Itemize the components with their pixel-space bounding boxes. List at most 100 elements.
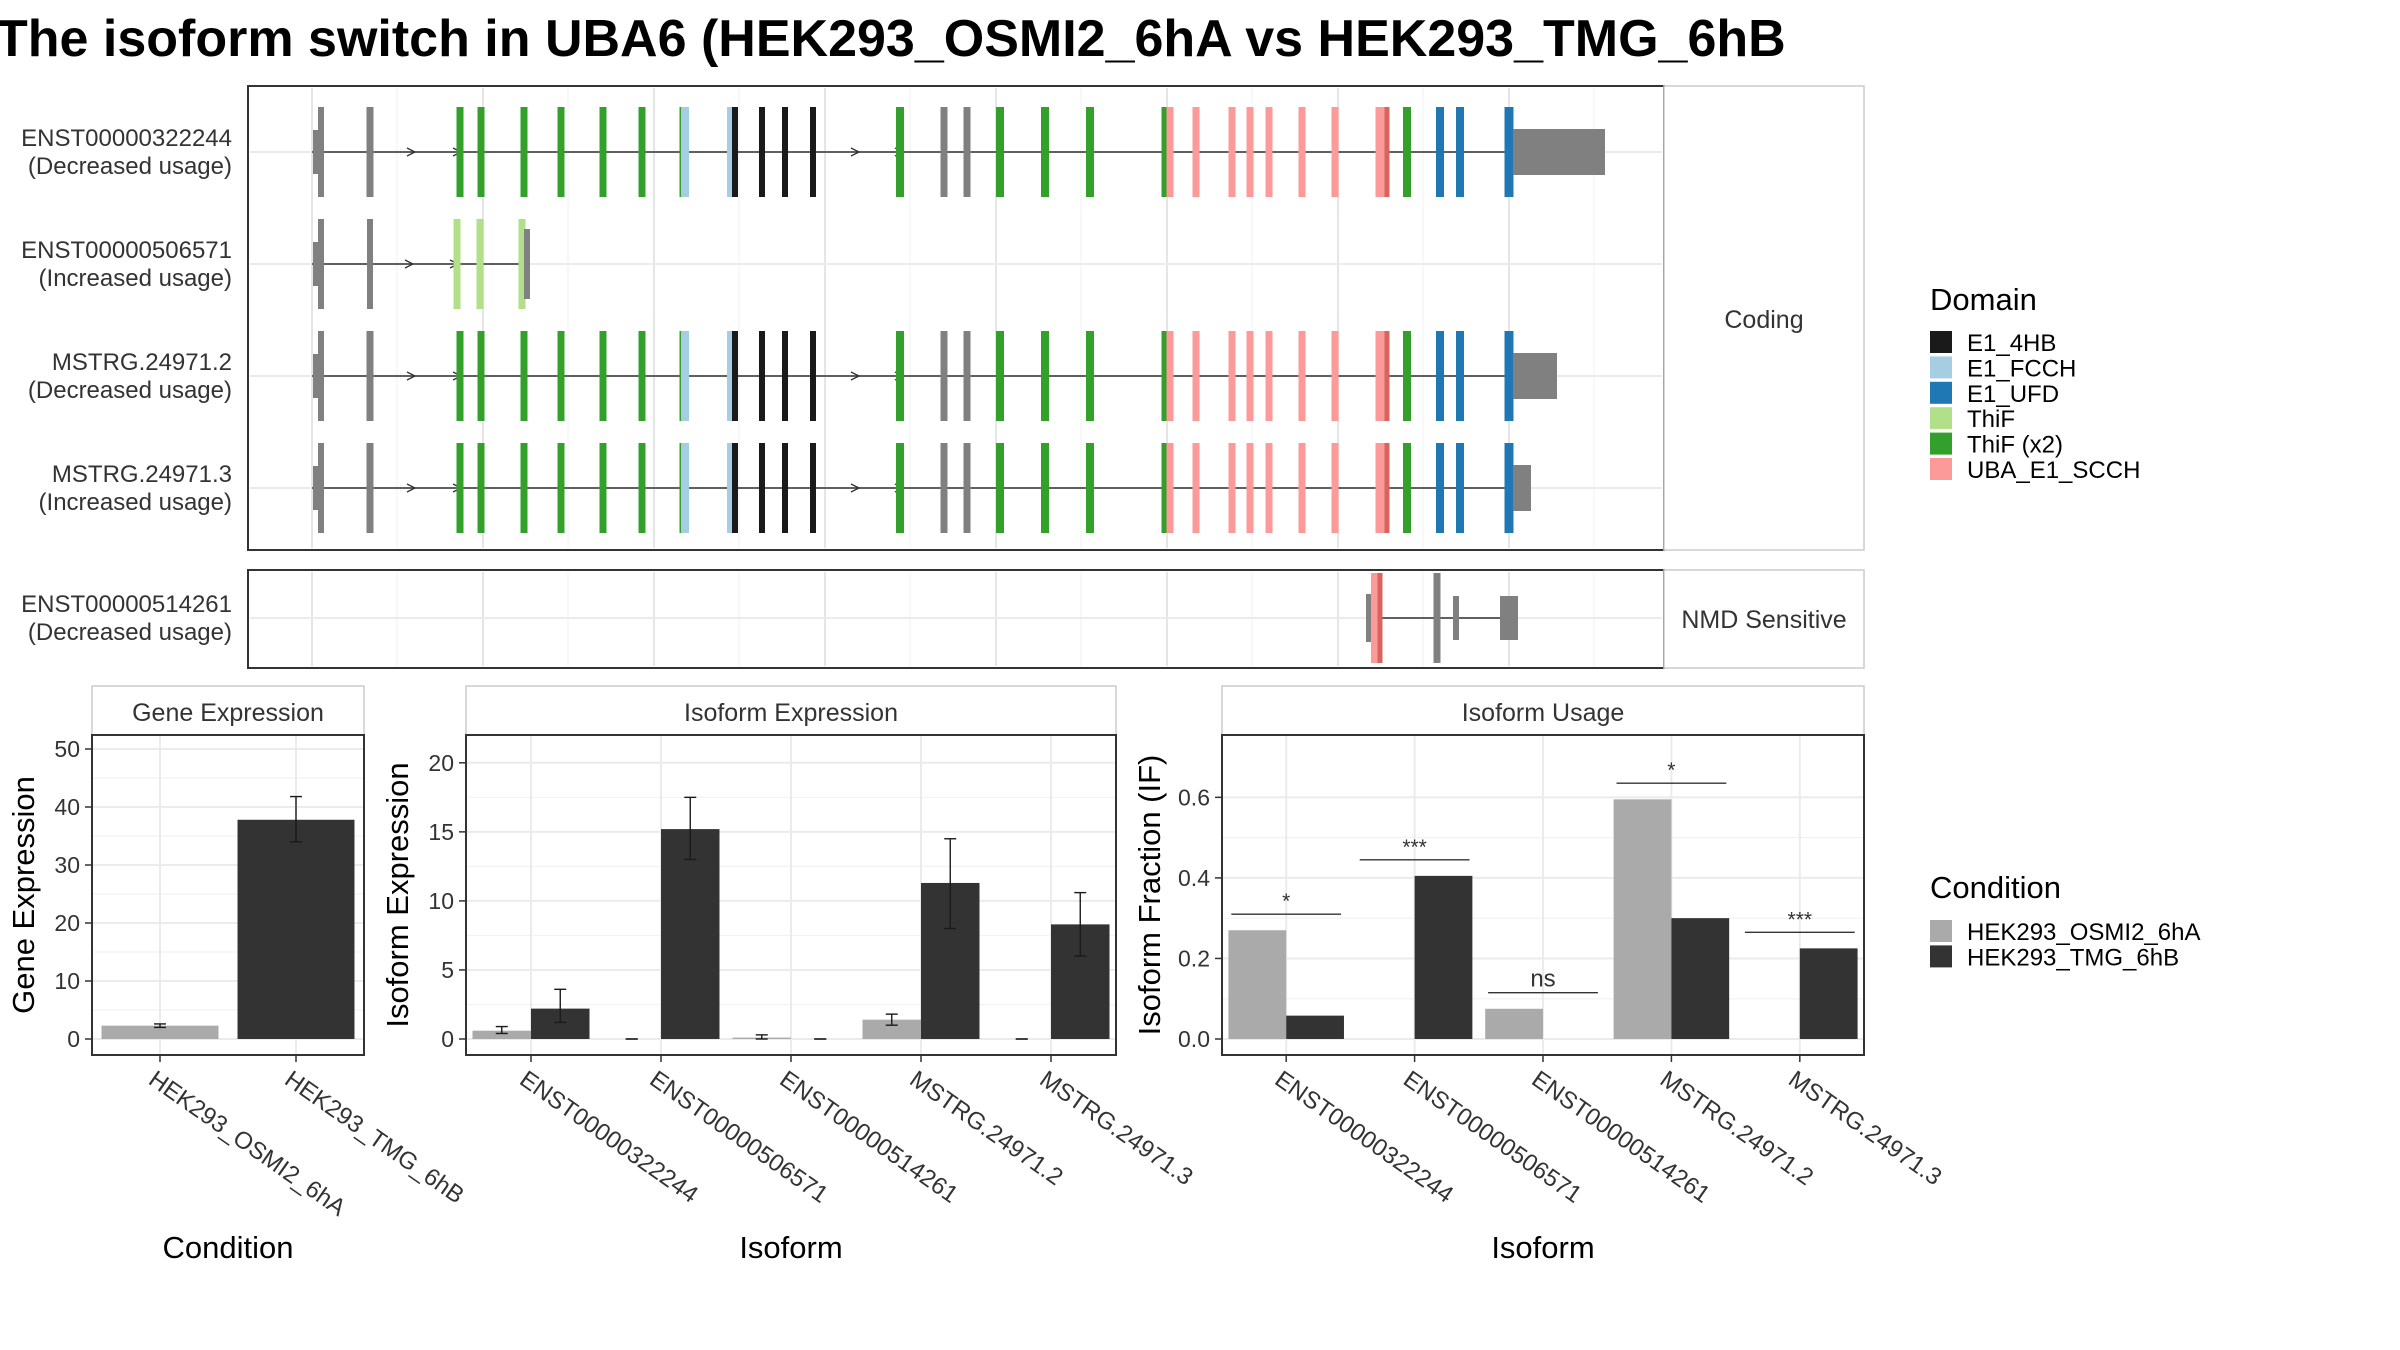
y-tick-label: 40 — [54, 794, 80, 820]
exon — [1453, 596, 1459, 640]
exon — [963, 107, 971, 197]
y-tick-label: 20 — [54, 910, 80, 936]
transcript-usage-label: (Decreased usage) — [28, 153, 232, 180]
strip-nmd-label: NMD Sensitive — [1681, 606, 1846, 634]
strip-coding-label: Coding — [1724, 306, 1803, 334]
domain-exon — [638, 331, 646, 421]
domain-exon — [1161, 443, 1167, 533]
strip-coding-box — [1663, 85, 1865, 551]
domain-exon — [996, 331, 1004, 421]
exon — [940, 331, 948, 421]
domain-exon — [477, 331, 485, 421]
domain-exon — [599, 107, 607, 197]
significance-label: * — [1282, 890, 1290, 913]
domain-exon — [1161, 331, 1167, 421]
y-axis-title: Isoform Fraction (IF) — [1132, 755, 1167, 1036]
intron-arrow — [406, 371, 417, 381]
condition-legend-label: HEK293_OSMI2_6hA — [1967, 919, 2200, 946]
bar — [661, 829, 720, 1039]
domain-exon — [1403, 443, 1411, 533]
domain-exon — [782, 443, 788, 533]
domain-exon — [1041, 331, 1049, 421]
condition-legend-swatch — [1930, 920, 1952, 942]
strip-label: Isoform Usage — [1462, 699, 1625, 727]
domain-exon — [557, 331, 565, 421]
y-tick-label: 0.6 — [1178, 784, 1210, 810]
x-axis-title: Isoform — [739, 1230, 842, 1265]
domain-exon — [727, 107, 735, 197]
domain-exon — [520, 331, 528, 421]
y-tick-label: 0.0 — [1178, 1026, 1210, 1052]
domain-exon — [638, 107, 646, 197]
domain-exon — [1384, 331, 1390, 421]
exon — [366, 331, 374, 421]
y-tick-label: 0.4 — [1178, 865, 1210, 891]
y-axis-title: Isoform Expression — [380, 762, 415, 1027]
bar — [472, 1030, 531, 1039]
intron-arrow — [406, 147, 417, 157]
strip-nmd-box — [1663, 569, 1865, 669]
y-axis-title: Gene Expression — [6, 776, 41, 1014]
y-tick-label: 30 — [54, 852, 80, 878]
domain-exon — [727, 443, 735, 533]
transcript-id-label: ENST00000514261 — [21, 591, 232, 618]
domain-exon — [1331, 331, 1339, 421]
domain-exon — [477, 107, 485, 197]
domain-legend-title: Domain — [1930, 282, 2037, 317]
domain-exon — [896, 107, 904, 197]
strip-label: Isoform Expression — [684, 699, 898, 727]
domain-legend-swatch — [1930, 381, 1952, 404]
domain-exon — [1166, 443, 1174, 533]
y-tick-label: 0.2 — [1178, 945, 1210, 971]
domain-exon — [520, 443, 528, 533]
domain-exon — [759, 331, 765, 421]
domain-exon — [1456, 331, 1464, 421]
domain-exon — [1375, 107, 1385, 197]
domain-exon — [1403, 331, 1411, 421]
domain-exon — [1436, 331, 1444, 421]
significance-label: *** — [1402, 836, 1427, 859]
domain-exon — [732, 443, 738, 533]
domain-exon — [759, 443, 765, 533]
y-tick-label: 15 — [428, 819, 454, 845]
x-axis-title: Condition — [163, 1230, 294, 1265]
domain-exon — [599, 331, 607, 421]
domain-exon — [1246, 443, 1254, 533]
x-axis-title: Isoform — [1491, 1230, 1594, 1265]
domain-exon — [1298, 443, 1306, 533]
domain-exon — [1246, 107, 1254, 197]
bar — [1485, 1008, 1543, 1039]
domain-exon — [1504, 107, 1514, 197]
domain-exon — [599, 443, 607, 533]
domain-exon — [996, 443, 1004, 533]
domain-exon — [476, 219, 484, 309]
exon — [366, 443, 374, 533]
domain-exon — [896, 443, 904, 533]
bar-panels: Gene Expression01020304050HEK293_OSMI2_6… — [6, 685, 1946, 1265]
bar — [1286, 1015, 1344, 1039]
domain-exon — [1371, 573, 1379, 663]
domain-legend-swatch — [1930, 432, 1952, 455]
exon — [1433, 573, 1441, 663]
transcript-usage-label: (Decreased usage) — [28, 377, 232, 404]
domain-legend-label: E1_4HB — [1967, 330, 2056, 357]
domain-exon — [1086, 331, 1094, 421]
domain-exon — [681, 443, 689, 533]
transcript-id-label: MSTRG.24971.3 — [52, 461, 232, 488]
transcript-usage-label: (Increased usage) — [39, 265, 232, 292]
utr-exon — [313, 466, 321, 510]
exon — [318, 331, 324, 421]
transcript-id-label: ENST00000506571 — [21, 237, 232, 264]
domain-exon — [477, 443, 485, 533]
y-tick-label: 10 — [428, 888, 454, 914]
domain-exon — [1228, 107, 1236, 197]
domain-exon — [1375, 443, 1385, 533]
domain-legend-label: ThiF (x2) — [1967, 432, 2063, 459]
domain-exon — [1436, 107, 1444, 197]
domain-exon — [1384, 443, 1390, 533]
bar — [237, 819, 355, 1039]
transcript-id-label: MSTRG.24971.2 — [52, 349, 232, 376]
exon — [940, 107, 948, 197]
exon — [940, 443, 948, 533]
